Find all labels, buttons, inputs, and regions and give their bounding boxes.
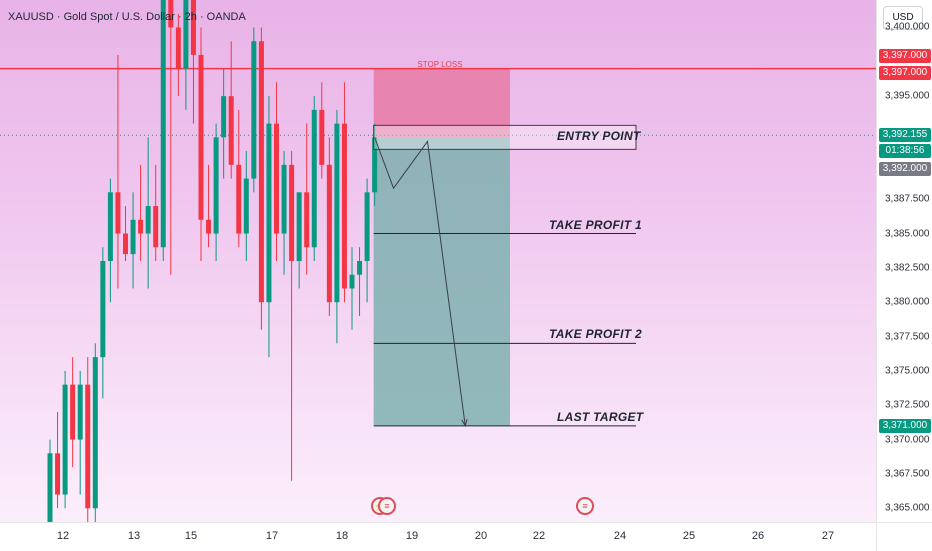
candle-body [160,0,166,248]
chart-area[interactable]: XAUUSD · Gold Spot / U.S. Dollar · 2h · … [0,0,876,522]
candle-body [153,206,159,248]
price-axis[interactable]: USD 3,400.000 3,395.000 3,387.500 3,385.000… [876,0,932,522]
time-label: 27 [821,530,835,542]
candle-body [100,261,106,358]
time-label: 17 [265,530,279,542]
axis-corner [876,522,932,551]
candle-body [206,219,212,234]
take-profit-2-label: TAKE PROFIT 2 [549,327,643,342]
candle-body [274,123,279,234]
candle-body [92,357,98,509]
stop-loss-price-tag: 3,397.000 [879,49,931,64]
candle-body [213,137,219,234]
candle-body [341,123,347,289]
time-label: 25 [682,530,696,542]
time-label: 18 [335,530,349,542]
candle-body [349,274,355,289]
candle-body [198,54,204,220]
time-label: 20 [474,530,488,542]
price-tick-label: 3,387.500 [885,193,930,205]
candle-body [364,192,370,261]
entry-price-tag: 3,392.000 [879,161,931,176]
candle-body [251,41,257,179]
price-tick-label: 3,377.500 [885,331,930,343]
candle-body [266,123,272,303]
candle-body [47,453,53,522]
candle-body [130,219,136,255]
candle-body [243,178,249,234]
candle-body [372,137,378,193]
candle-body [145,206,151,234]
candle-body [190,0,196,55]
candle-body [85,384,91,509]
current-price-tag: 3,392.155 [879,128,931,143]
candle-body [55,453,61,495]
time-label: 13 [127,530,141,542]
us-flag-icon[interactable]: ≡ [378,497,396,515]
entry-point-label: ENTRY POINT [557,129,641,144]
bar-countdown-tag: 01:38:56 [879,144,931,159]
candle-body [296,192,302,261]
entry-point-box [373,124,637,150]
price-tick-label: 3,367.500 [885,468,930,480]
candle-body [62,384,68,495]
candle-body [115,192,121,234]
time-label: 15 [184,530,198,542]
candle-body [357,261,363,275]
candle-body [311,109,317,248]
time-label: 19 [405,530,419,542]
stop-loss-label: STOP LOSS [417,59,463,69]
forecast-path [374,137,466,426]
price-tick-label: 3,375.000 [885,365,930,377]
candle-body [281,164,287,234]
time-axis[interactable]: 12 13 15 17 18 19 20 22 24 25 26 27 [0,522,876,551]
target-zone [373,137,510,426]
candle-body [123,233,128,255]
candle-body [228,96,234,165]
candle-body [77,384,83,440]
time-label: 12 [56,530,70,542]
last-target-label: LAST TARGET [557,409,644,424]
symbol-title[interactable]: XAUUSD · Gold Spot / U.S. Dollar · 2h · … [8,11,246,23]
candle-body [183,0,189,69]
us-flag-icon[interactable]: ≡ [576,497,594,515]
time-label: 24 [613,530,627,542]
price-tick-label: 3,372.500 [885,399,930,411]
last-target-price-tag: 3,371.000 [879,418,931,433]
price-tick-label: 3,365.000 [885,502,930,514]
price-tick-label: 3,382.500 [885,262,930,274]
time-label: 26 [751,530,765,542]
candle-body [221,96,227,138]
forecast-arrowhead [461,418,468,428]
price-tick-label: 3,400.000 [885,21,930,33]
price-tick-label: 3,395.000 [885,90,930,102]
price-tick-label: 3,370.000 [885,434,930,446]
candle-body [168,0,174,28]
time-label: 22 [532,530,546,542]
price-tick-label: 3,385.000 [885,228,930,240]
stop-loss-price-tag-2: 3,397.000 [879,65,931,80]
candle-body [258,41,264,303]
candle-body [326,164,332,303]
candle-body [334,123,340,303]
candle-body [107,192,113,261]
candle-body [138,219,144,234]
candle-body [319,109,325,165]
stop-loss-zone [373,68,510,138]
candle-body [304,192,310,248]
take-profit-1-label: TAKE PROFIT 1 [549,217,643,232]
currency-selector[interactable]: USD [883,6,923,30]
candle-body [289,164,295,261]
candle-body [70,384,76,440]
price-plot[interactable] [0,0,876,522]
price-tick-label: 3,380.000 [885,296,930,308]
candle-body [236,164,242,234]
candle-body [175,27,181,69]
